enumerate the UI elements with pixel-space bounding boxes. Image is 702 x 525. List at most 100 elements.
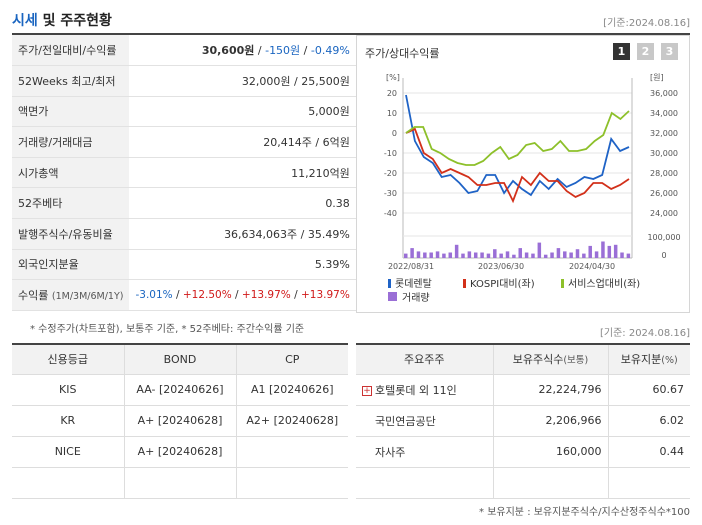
table-row: NICE A+ [20240628] [12, 436, 348, 469]
table-header-row: 주요주주 보유주식수(보통) 보유지분(%) [356, 344, 690, 375]
table-row: 발행주식수/유동비율 36,634,063주 / 35.49% [12, 218, 356, 250]
period-button-1[interactable]: 1 [613, 43, 630, 60]
price-info-table: 주가/전일대비/수익률 30,600원 / -150원 / -0.49% 52W… [12, 35, 356, 311]
divider [12, 33, 690, 35]
volume-bar [493, 249, 497, 258]
holder-name: 국민연금공단 [356, 405, 494, 437]
series-lines [405, 94, 630, 204]
legend-kospi: KOSPI대비(좌) [470, 278, 535, 290]
y-right-tick: 34,000 [650, 109, 678, 118]
shares-label: 발행주식수/유동비율 [12, 218, 130, 250]
holder-shares: 22,224,796 [493, 374, 609, 406]
expand-icon[interactable]: + [362, 385, 372, 396]
basis-date: [기준:2024.08.16] [603, 18, 690, 29]
table-cell: NICE [12, 436, 125, 469]
period-button-3[interactable]: 3 [661, 43, 678, 60]
y-left-tick: 10 [387, 109, 397, 118]
return-label: 수익률 (1M/3M/6M/1Y) [12, 279, 130, 311]
volume-bar [448, 252, 453, 258]
return-6m: +13.97% [241, 289, 291, 302]
table-row: 52Weeks 최고/최저 32,000원 / 25,500원 [12, 65, 356, 97]
table-header-row: 신용등급 BOND CP [12, 344, 348, 375]
volume-bar [550, 252, 554, 258]
volume-bar [543, 254, 548, 258]
volume-bar [473, 252, 478, 258]
volume-label: 거래량/거래대금 [12, 126, 130, 158]
table-row: 시가총액 11,210억원 [12, 157, 356, 189]
legend-swatch-kospi [463, 279, 466, 288]
price-value: 30,600원 / -150원 / -0.49% [129, 35, 356, 67]
volume-bar [594, 251, 599, 258]
y-left-tick: 20 [387, 89, 397, 98]
legend-sector: 서비스업대비(좌) [568, 277, 640, 290]
separator: / [290, 289, 301, 302]
volume-bar [410, 248, 414, 258]
volume-bar [575, 249, 580, 258]
major-holders-table: 주요주주 보유주식수(보통) 보유지분(%) + 호텔롯데 외 11인 22,22… [356, 343, 690, 500]
period-button-2[interactable]: 2 [637, 43, 654, 60]
table-cell: A2+ [20240628] [236, 405, 348, 437]
page-title: 시세 및 주주현황 [12, 10, 112, 30]
credit-rating-table: 신용등급 BOND CP KIS AA- [20240626] A1 [2024… [12, 343, 348, 500]
volume-bar [416, 251, 421, 258]
axis-ticks: 20 36,000 10 34,000 0 32,000 -10 30,000 -20 28,00… [384, 89, 681, 271]
y-vol-tick: 100,000 [647, 233, 680, 242]
volume-bar [588, 245, 592, 258]
chart-footnote: * 수정주가(차트포함), 보통주 기준, * 52주베타: 주간수익률 기준 [30, 324, 305, 335]
y-right-tick: 30,000 [650, 149, 678, 158]
volume-bars [404, 241, 631, 258]
volume-bar [582, 253, 586, 258]
chart-grid [402, 78, 633, 259]
volume-bar [556, 248, 561, 258]
legend-stock: 롯데렌탈 [395, 277, 432, 290]
table-row: 52주베타 0.38 [12, 187, 356, 220]
table-row [12, 467, 348, 500]
volume-bar [620, 252, 624, 258]
volume-bar [435, 251, 440, 258]
volume-bar [499, 253, 503, 258]
y-vol-tick: 0 [661, 251, 666, 260]
volume-bar [601, 241, 605, 258]
table-cell: KIS [12, 374, 125, 406]
y-left-unit: [%] [386, 73, 400, 82]
y-left-tick: -40 [384, 209, 397, 218]
separator: / [300, 44, 311, 58]
table-row: 수익률 (1M/3M/6M/1Y) -3.01% / +12.50% / +13… [12, 279, 356, 311]
volume-bar [531, 253, 535, 258]
table-cell: AA- [20240626] [124, 374, 237, 406]
table-cell: A+ [20240628] [124, 436, 237, 469]
return-value: -3.01% / +12.50% / +13.97% / +13.97% [129, 279, 356, 311]
separator: / [254, 44, 266, 58]
y-right-tick: 24,000 [650, 209, 678, 218]
col-header: 신용등급 [12, 344, 125, 375]
holder-shares: 160,000 [493, 436, 609, 469]
volume-bar [518, 248, 522, 258]
volume-bar [423, 252, 427, 258]
volume-bar [429, 252, 433, 258]
return-periods: (1M/3M/6M/1Y) [51, 291, 124, 303]
header-unit: (%) [661, 355, 678, 367]
table-cell [236, 436, 348, 469]
series-line [405, 127, 630, 204]
table-row: 자사주 160,000 0.44 [356, 436, 690, 469]
holder-name-link[interactable]: 호텔롯데 외 11인 [375, 383, 457, 397]
table-cell: KR [12, 405, 125, 437]
volume-bar [607, 245, 612, 258]
volume-bar [404, 253, 408, 258]
holder-ratio [608, 467, 690, 500]
holder-name [356, 467, 494, 500]
header-text: 보유지분 [620, 353, 662, 367]
shares-value: 36,634,063주 / 35.49% [129, 218, 356, 250]
volume-bar [505, 251, 510, 258]
mcap-value: 11,210억원 [129, 157, 356, 189]
par-value: 5,000원 [129, 96, 356, 128]
return-label-text: 수익률 [18, 289, 49, 303]
chart-title: 주가/상대수익률 [365, 47, 440, 60]
table-row [356, 467, 690, 500]
series-line [405, 110, 630, 166]
separator: / [231, 289, 242, 302]
chart-legend: 롯데렌탈 KOSPI대비(좌) 서비스업대비(좌) 거래량 [388, 277, 640, 304]
table-row: 외국인지분율 5.39% [12, 249, 356, 281]
table-row: KIS AA- [20240626] A1 [20240626] [12, 374, 348, 406]
price-change-pct: -0.49% [310, 44, 350, 58]
